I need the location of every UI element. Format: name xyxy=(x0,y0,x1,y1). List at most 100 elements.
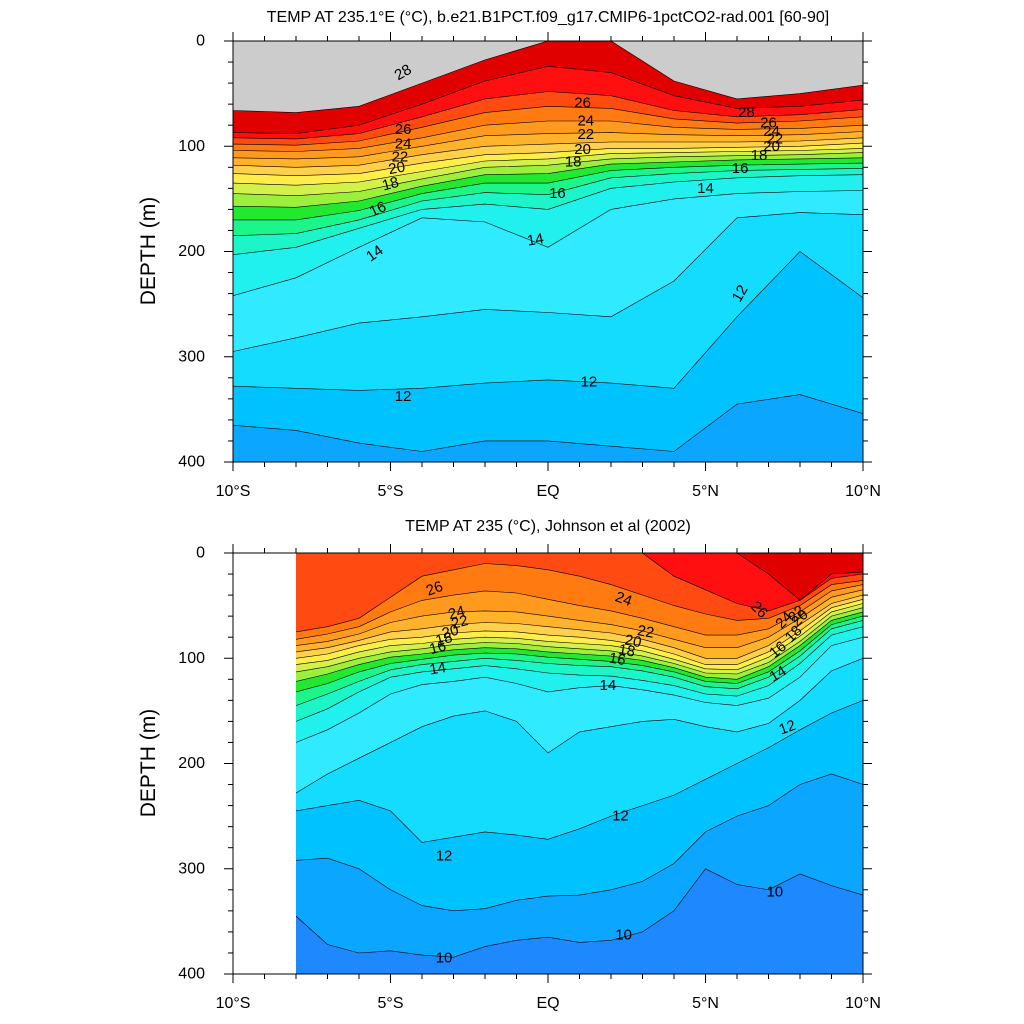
panel-top-y-axis-label: DEPTH (m) xyxy=(137,197,160,306)
contour-label: 18 xyxy=(380,174,401,195)
y-tick-label: 400 xyxy=(178,966,205,983)
contour-label: 28 xyxy=(392,61,415,84)
panel-bottom-contour-lines xyxy=(295,553,863,958)
contour-label: 28 xyxy=(738,104,755,121)
isotherm-26-line xyxy=(296,553,863,612)
y-tick-label: 0 xyxy=(196,33,205,50)
isotherm-13-line xyxy=(295,658,863,794)
isotherm-28-line xyxy=(233,41,863,113)
contour-label: 16 xyxy=(549,185,566,202)
isotherm-23-line xyxy=(295,589,863,648)
contour-label: 20 xyxy=(387,159,406,179)
contour-label: 18 xyxy=(617,641,636,661)
y-tick-label: 400 xyxy=(178,454,205,471)
y-tick-label: 300 xyxy=(178,860,205,877)
y-tick-label: 100 xyxy=(178,650,205,667)
band-fill-10 xyxy=(296,868,863,974)
panel-top-title: TEMP AT 235.1°E (°C), b.e21.B1PCT.f09_g1… xyxy=(267,9,829,26)
isotherm-21-line xyxy=(295,599,863,665)
contour-label: 18 xyxy=(751,147,768,164)
isotherm-27-line xyxy=(296,553,863,601)
contour-label: 20 xyxy=(623,632,642,652)
panel-top-contour-labels: 2826242220181614262422201816142826242220… xyxy=(363,61,783,405)
x-tick-label: 10°N xyxy=(845,995,881,1012)
isotherm-20-line xyxy=(233,148,863,186)
isotherm-19-line xyxy=(233,152,863,197)
contour-label: 24 xyxy=(446,603,467,624)
contour-label: 16 xyxy=(732,160,749,177)
panel-bottom-axes-ticks: 10°S 5°S EQ 5°N 10°N 0 100 200 300 400 xyxy=(178,544,881,1012)
y-tick-label: 200 xyxy=(178,243,205,260)
band-fill-12 xyxy=(233,251,863,462)
isotherm-12-line xyxy=(233,251,863,391)
contour-label: 14 xyxy=(363,242,386,265)
panel-top-contour-lines xyxy=(233,41,863,452)
x-tick-label: 5°S xyxy=(378,483,404,500)
contour-label: 24 xyxy=(577,112,594,129)
contour-label: 10 xyxy=(766,883,783,900)
x-tick-label: 10°N xyxy=(845,483,881,500)
isotherm-21-line xyxy=(233,142,863,177)
contour-label: 20 xyxy=(440,622,461,643)
y-tick-label: 200 xyxy=(178,755,205,772)
isotherm-24-line xyxy=(233,120,863,152)
x-tick-label: 10°S xyxy=(216,995,251,1012)
isotherm-25-line xyxy=(233,105,863,146)
contour-label: 24 xyxy=(395,136,412,153)
isotherm-16-line xyxy=(295,620,863,706)
isotherm-19-line xyxy=(295,607,863,675)
contour-label: 26 xyxy=(574,95,591,112)
isotherm-25-line xyxy=(295,563,863,633)
isotherm-17-line xyxy=(233,162,863,221)
contour-label: 16 xyxy=(427,637,448,658)
isotherm-15-line xyxy=(295,626,863,722)
contour-label: 16 xyxy=(608,649,627,669)
panel-bottom-title: TEMP AT 235 (°C), Johnson et al (2002) xyxy=(405,518,691,535)
isotherm-18-line xyxy=(295,611,863,682)
panel-top-contour-fills xyxy=(233,41,863,462)
x-tick-label: 5°N xyxy=(692,995,719,1012)
y-tick-label: 300 xyxy=(178,348,205,365)
contour-label: 10 xyxy=(615,927,632,944)
contour-label: 12 xyxy=(777,717,798,739)
isotherm-18-line xyxy=(233,157,863,208)
contour-label: 12 xyxy=(436,848,453,865)
isotherm-22-line xyxy=(233,137,863,168)
isotherm-11-line xyxy=(295,773,863,912)
isotherm-17-line xyxy=(295,615,863,693)
contour-label: 14 xyxy=(766,663,789,686)
y-tick-label: 100 xyxy=(178,138,205,155)
contour-label: 22 xyxy=(766,130,783,147)
contour-label: 12 xyxy=(395,388,412,405)
contour-label: 26 xyxy=(760,115,777,132)
isotherm-20-line xyxy=(295,603,863,671)
panel-top-axes-ticks: 10°S 5°S EQ 5°N 10°N 0 100 200 300 400 xyxy=(178,32,881,500)
contour-label: 14 xyxy=(697,180,714,197)
band-fill-11 xyxy=(233,394,863,462)
contour-label: 16 xyxy=(367,198,389,220)
x-tick-label: EQ xyxy=(536,483,559,500)
contour-label: 20 xyxy=(574,141,591,158)
panel-top: TEMP AT 235.1°E (°C), b.e21.B1PCT.f09_g1… xyxy=(137,9,881,500)
contour-label: 18 xyxy=(565,154,582,171)
isotherm-10-line xyxy=(295,868,863,958)
isotherm-13-line xyxy=(233,212,863,352)
isotherm-15-line xyxy=(233,174,863,255)
isotherm-24-line xyxy=(295,584,863,640)
panel-bottom-y-axis-label: DEPTH (m) xyxy=(137,709,160,818)
contour-label: 12 xyxy=(612,808,629,825)
contour-label: 12 xyxy=(729,282,752,305)
contour-label: 26 xyxy=(395,121,412,138)
x-tick-label: 5°S xyxy=(378,995,404,1012)
y-tick-label: 0 xyxy=(196,545,205,562)
contour-label: 22 xyxy=(450,612,471,633)
contour-label: 24 xyxy=(763,123,780,140)
x-tick-label: 5°N xyxy=(692,483,719,500)
contour-label: 22 xyxy=(392,148,409,165)
contour-label: 14 xyxy=(428,659,447,679)
isotherm-14-line xyxy=(233,190,863,296)
contour-label: 24 xyxy=(613,588,634,610)
panel-bottom: TEMP AT 235 (°C), Johnson et al (2002) D… xyxy=(137,518,881,1012)
